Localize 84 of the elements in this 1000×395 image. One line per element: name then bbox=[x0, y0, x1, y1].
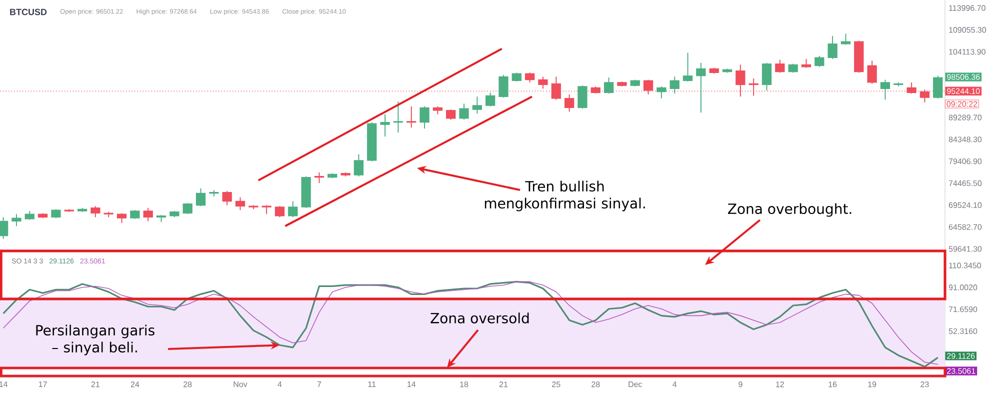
text: 29.1126 bbox=[947, 353, 975, 359]
x-tick-label: 4 bbox=[672, 382, 677, 388]
candlestick bbox=[564, 94, 574, 112]
candlestick bbox=[538, 76, 548, 90]
candlestick bbox=[933, 75, 943, 99]
candlestick bbox=[446, 108, 456, 120]
candlestick bbox=[288, 200, 298, 218]
x-tick-label: 21 bbox=[499, 382, 508, 388]
candlestick bbox=[314, 172, 324, 184]
y-tick-label: 91.0020 bbox=[948, 284, 978, 290]
x-tick-label: 18 bbox=[460, 382, 468, 388]
candlestick bbox=[12, 214, 22, 227]
candlestick bbox=[524, 72, 535, 83]
x-tick-label: 4 bbox=[278, 382, 282, 388]
candlestick bbox=[459, 103, 469, 120]
candlestick bbox=[775, 59, 785, 74]
annotation: Persilangan garis – sinyal beli. bbox=[36, 324, 154, 356]
y-tick-label: 89289.70 bbox=[948, 114, 982, 120]
candlestick bbox=[196, 188, 206, 207]
x-tick-label: 17 bbox=[38, 382, 47, 388]
candlestick bbox=[116, 212, 127, 224]
x-tick-label: 21 bbox=[91, 382, 100, 388]
annotation: Tren bullish mengkonfirmasi sinyal. bbox=[484, 180, 645, 212]
candlestick bbox=[498, 74, 508, 98]
y-tick-label: 104113.90 bbox=[949, 48, 986, 55]
text: 09:20:22 bbox=[946, 101, 978, 107]
y-tick-label: 69524.10 bbox=[948, 202, 982, 208]
candlestick bbox=[354, 154, 364, 177]
y-tick-label: 64582.70 bbox=[948, 224, 982, 230]
x-tick-label: 9 bbox=[738, 382, 742, 388]
candlestick bbox=[748, 78, 758, 96]
x-tick-label: 7 bbox=[317, 382, 322, 388]
candlestick bbox=[682, 52, 693, 82]
candlestick bbox=[393, 100, 404, 134]
candlestick bbox=[235, 196, 246, 211]
y-tick-label: 110.3450 bbox=[949, 262, 981, 268]
candlestick bbox=[656, 86, 666, 99]
x-tick-label: 19 bbox=[868, 382, 876, 388]
candlestick bbox=[551, 76, 561, 100]
candlestick bbox=[814, 55, 824, 68]
x-tick-label: 12 bbox=[776, 382, 784, 388]
text: 23.5061 bbox=[947, 368, 976, 374]
x-tick-label: 25 bbox=[552, 382, 560, 388]
candlestick bbox=[604, 77, 614, 94]
candlestick bbox=[182, 202, 192, 215]
x-tick-label: 16 bbox=[828, 382, 837, 388]
candlestick bbox=[762, 62, 772, 91]
candlestick bbox=[274, 206, 285, 218]
candlestick bbox=[420, 106, 430, 130]
x-tick-label: 28 bbox=[592, 382, 600, 388]
candlestick bbox=[143, 207, 153, 222]
x-tick-label: 11 bbox=[368, 382, 376, 388]
y-tick-label: 84348.30 bbox=[948, 136, 982, 142]
annotation: Zona overbought. bbox=[728, 203, 852, 217]
candlestick bbox=[670, 76, 680, 94]
candlestick bbox=[380, 114, 390, 138]
ref-line-label: 95244.10 bbox=[947, 88, 980, 94]
y-tick-label: 109055.30 bbox=[949, 27, 986, 33]
candlestick bbox=[880, 79, 890, 100]
candlestick bbox=[222, 190, 232, 206]
text: BTCUSD bbox=[10, 8, 47, 16]
x-tick-label: 14 bbox=[408, 382, 416, 388]
text: 98506.36 bbox=[947, 74, 980, 80]
candlestick bbox=[472, 96, 482, 114]
x-tick-label: Dec bbox=[628, 382, 642, 388]
candlestick bbox=[867, 60, 877, 84]
y-tick-label: 52.3160 bbox=[948, 328, 978, 334]
candlestick bbox=[406, 106, 416, 128]
x-tick-label: Nov bbox=[234, 382, 248, 388]
annotation: Zona oversold bbox=[430, 312, 529, 324]
candlestick bbox=[0, 216, 8, 240]
x-tick-label: 28 bbox=[184, 382, 192, 388]
y-tick-label: 71.6590 bbox=[948, 306, 978, 312]
candlestick bbox=[90, 206, 100, 218]
y-tick-label: 113996.70 bbox=[949, 5, 986, 11]
candlestick bbox=[828, 35, 838, 60]
x-tick-label: 24 bbox=[130, 382, 140, 388]
x-tick-label: 23 bbox=[920, 382, 929, 388]
y-tick-label: 59641.30 bbox=[948, 246, 982, 252]
y-tick-label: 79406.90 bbox=[948, 158, 982, 164]
candlestick bbox=[696, 62, 706, 114]
candlestick bbox=[486, 92, 496, 107]
candlestick bbox=[578, 85, 588, 110]
y-tick-label: 74465.50 bbox=[948, 180, 982, 186]
